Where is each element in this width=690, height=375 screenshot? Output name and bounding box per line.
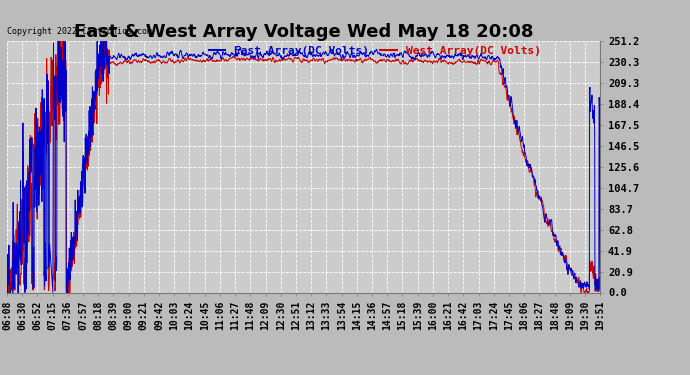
Text: Copyright 2022 Cartronics.com: Copyright 2022 Cartronics.com	[7, 27, 152, 36]
Legend: East Array(DC Volts), West Array(DC Volts): East Array(DC Volts), West Array(DC Volt…	[204, 42, 545, 61]
Title: East & West Array Voltage Wed May 18 20:08: East & West Array Voltage Wed May 18 20:…	[74, 23, 533, 41]
